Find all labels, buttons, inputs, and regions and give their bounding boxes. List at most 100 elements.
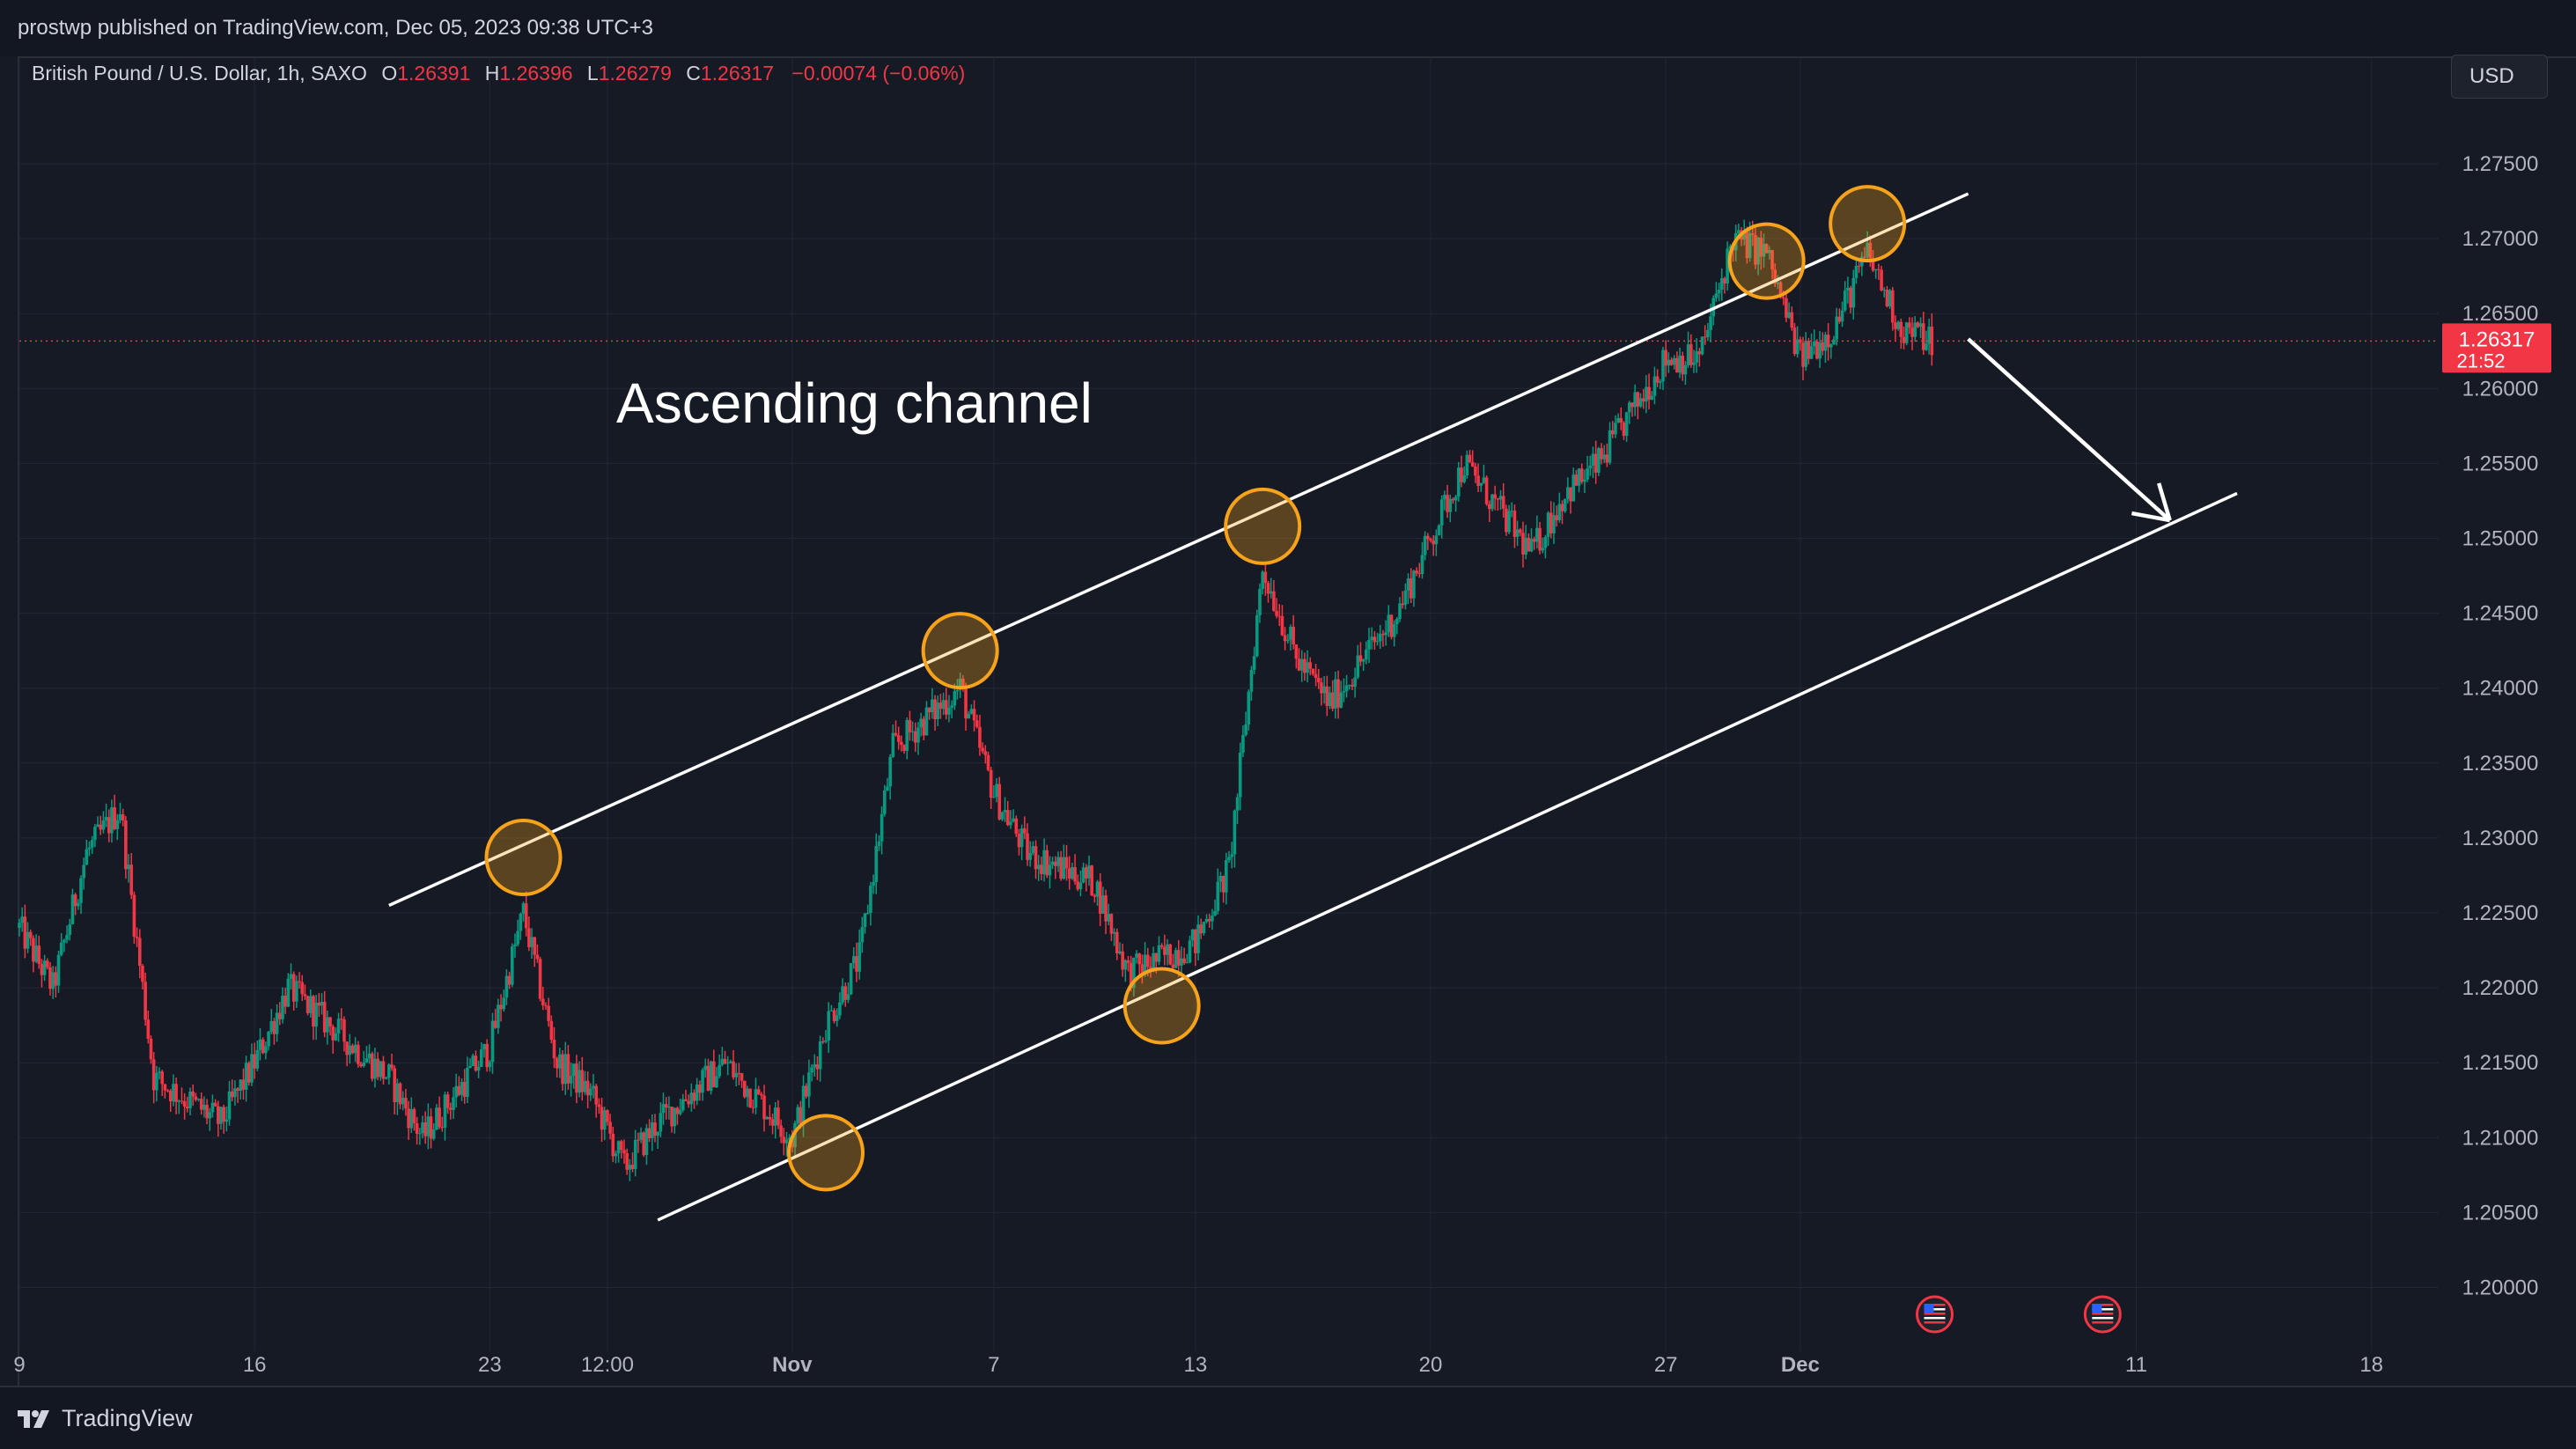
candle-body — [639, 1132, 643, 1140]
candle — [1750, 220, 1755, 246]
candle-body — [681, 1099, 685, 1110]
candle — [1697, 348, 1702, 367]
tradingview-logo[interactable]: TradingView — [18, 1405, 193, 1432]
candle-body — [1277, 615, 1282, 617]
candle — [938, 694, 943, 719]
candle — [76, 899, 80, 910]
candle — [457, 1076, 461, 1097]
candle-body — [1140, 964, 1144, 975]
candle-body — [1420, 555, 1424, 575]
candle-body — [1185, 962, 1189, 964]
candle — [168, 1089, 173, 1112]
candle — [312, 994, 315, 1041]
candle — [600, 1098, 604, 1143]
candle — [678, 1099, 682, 1116]
candle — [569, 1062, 573, 1097]
candle-body — [253, 1054, 256, 1069]
candle-body — [530, 937, 534, 947]
candle — [239, 1079, 243, 1100]
candle — [1619, 407, 1623, 430]
candle — [1280, 605, 1284, 636]
candle — [1678, 347, 1682, 379]
candle-body — [241, 1079, 246, 1090]
candle — [1336, 670, 1340, 719]
candle — [1837, 308, 1842, 324]
candle — [1754, 228, 1757, 269]
candle-body — [1610, 430, 1615, 435]
time-axis-label: 20 — [1419, 1353, 1443, 1377]
candle — [1821, 332, 1825, 356]
candle — [1448, 494, 1453, 523]
channel-lower-line — [657, 491, 2238, 1222]
candle-body — [849, 963, 853, 995]
candle — [63, 938, 66, 953]
candle-body — [1505, 508, 1508, 533]
candle-body — [1880, 269, 1883, 291]
candle — [320, 993, 324, 1015]
candle-body — [670, 1107, 673, 1127]
candle-body — [1351, 684, 1354, 687]
chart-frame[interactable] — [18, 56, 2576, 1386]
tradingview-logo-icon — [18, 1409, 49, 1428]
candle — [967, 710, 971, 719]
candle — [426, 1103, 431, 1150]
candle — [989, 767, 993, 809]
legend-symbol[interactable]: British Pound / U.S. Dollar, 1h, SAXO — [32, 62, 367, 85]
candle-body — [1297, 658, 1301, 671]
candle-body — [1636, 392, 1640, 407]
candle-body — [1574, 474, 1579, 486]
candle — [1277, 604, 1282, 627]
last-price-tag-bg — [2442, 323, 2551, 373]
candle-body — [602, 1110, 607, 1130]
candle-body — [449, 1107, 453, 1110]
candle — [958, 673, 962, 698]
candle-body — [734, 1072, 739, 1078]
candle — [1429, 537, 1432, 543]
candle-body — [357, 1044, 360, 1064]
candle-body — [1009, 821, 1012, 826]
arrow-shaft — [1967, 337, 2172, 522]
currency-button[interactable]: USD — [2451, 55, 2548, 99]
candle-body — [964, 688, 968, 719]
candle — [46, 958, 49, 970]
candle-body — [1336, 679, 1340, 708]
candle-body — [1717, 290, 1721, 294]
candle — [986, 751, 990, 772]
candle-body — [244, 1063, 248, 1090]
candle — [916, 722, 920, 755]
candle-body — [1283, 635, 1287, 642]
candle-body — [1308, 662, 1313, 669]
candle — [28, 929, 33, 946]
candle — [213, 1099, 217, 1107]
candle-body — [305, 996, 310, 1013]
candle-body — [1764, 244, 1769, 254]
candle — [1888, 289, 1892, 309]
price-axis-label: 1.22000 — [2462, 976, 2539, 1000]
candle — [1174, 947, 1178, 969]
candle — [972, 700, 976, 732]
candle-body — [1263, 571, 1268, 584]
candle-body — [1356, 655, 1360, 678]
candle — [127, 854, 130, 883]
candle-body — [345, 1041, 349, 1055]
flag-stripe — [1924, 1304, 1946, 1306]
chart-canvas[interactable]: 1.27500 1.27000 1.26500 1.26000 1.25500 1.250… — [0, 0, 2576, 1386]
candle — [1801, 336, 1805, 380]
candle — [910, 721, 915, 741]
candle-body — [317, 1003, 321, 1006]
candle-body — [132, 894, 136, 938]
candle-body — [1118, 951, 1122, 954]
candle — [404, 1089, 408, 1116]
candle-body — [1000, 812, 1005, 820]
candle — [1681, 351, 1685, 381]
candle — [670, 1107, 673, 1133]
candle — [1785, 291, 1788, 322]
candle-body — [1395, 618, 1399, 624]
price-axis-label: 1.26500 — [2462, 302, 2539, 326]
candle-body — [882, 791, 887, 814]
candle — [521, 901, 526, 922]
candle-body — [1770, 250, 1774, 270]
candle — [1059, 850, 1063, 881]
candle-body — [418, 1133, 422, 1135]
candle — [597, 1098, 601, 1114]
